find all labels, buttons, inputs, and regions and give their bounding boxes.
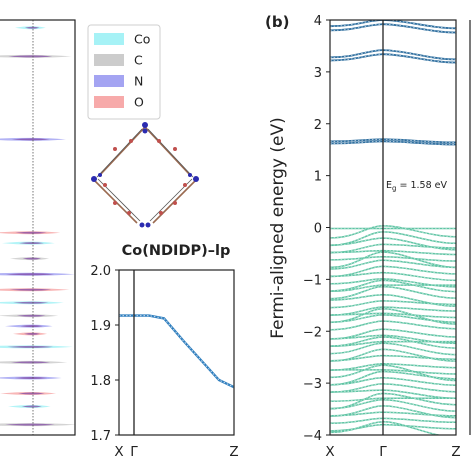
gap-value: = 1.58 eV (396, 180, 447, 191)
bands-ytick-label: 2 (314, 118, 322, 133)
bands-ytick-label: −1 (303, 273, 322, 288)
pdos-peak-core (18, 392, 45, 395)
bands-ytick-label: −3 (303, 377, 322, 392)
legend-label-co: Co (134, 32, 150, 47)
zoom-ytick-label: 1.8 (90, 374, 111, 389)
pdos-peak-core (11, 138, 50, 141)
zoom-ytick-label: 1.9 (90, 319, 111, 334)
legend-label-n: N (134, 74, 143, 89)
zoom-title: Co(NDIDP)–lp (122, 243, 231, 259)
pdos-peak-core (22, 257, 42, 260)
pdos-peak-core (21, 405, 42, 408)
valence-band-dash (330, 393, 456, 410)
pdos-peak-core (9, 288, 52, 291)
molecule-structure (91, 122, 199, 228)
band-gap-annotation: Eg = 1.58 eV (386, 180, 447, 193)
bands-kpoint-label: X (325, 444, 334, 460)
legend-frame (87, 24, 161, 120)
pdos-peak-core (7, 345, 53, 348)
bands-ytick-label: 4 (314, 14, 322, 29)
zoom-kpoint-label: X (114, 444, 123, 460)
bands-kpoint-label: Γ (379, 444, 387, 460)
pdos-legend: Co CNO (87, 24, 161, 120)
bands-ytick-label: −2 (303, 325, 322, 340)
pdos-peak-core (14, 376, 48, 379)
gap-sub: g (392, 185, 396, 193)
legend-swatch-n (94, 75, 124, 87)
bands-ytick-label: −4 (303, 429, 322, 444)
bands-ytick-label: 0 (314, 222, 322, 237)
legend-swatch-o (94, 96, 124, 108)
gap-E: E (386, 180, 392, 191)
legend-label-o: O (134, 95, 144, 110)
valence-band-dash (330, 266, 456, 277)
zoom-band-dash (119, 315, 234, 388)
bands-ytick-label: 3 (314, 66, 322, 81)
valence-band-dash (330, 328, 456, 340)
pdos-peak-core (24, 26, 40, 29)
pdos-peak-core (15, 231, 47, 234)
pdos-peak-core (13, 301, 49, 304)
pdos-peak-core (10, 361, 51, 364)
valence-band (330, 224, 456, 239)
legend-label-c: C (134, 53, 143, 68)
pdos-peak-core (5, 423, 55, 426)
bands-ylabel: Fermi-aligned energy (eV) (268, 117, 288, 339)
bands-frame (329, 19, 457, 436)
pdos-peak-core (6, 273, 54, 276)
pdos-peak-core (20, 325, 43, 328)
panel-b-label: (b) (265, 13, 289, 31)
pdos-peak-core (8, 55, 53, 58)
pdos-peak-core (24, 332, 40, 335)
bands-kpoint-label: Z (451, 444, 460, 460)
valence-band-dash (330, 251, 456, 268)
zoom-ytick-label: 2.0 (90, 264, 111, 279)
zoom-frame (118, 269, 235, 436)
bands-panel: (b) Fermi-aligned energy (eV) 4 3 2 1 0 −1 −2 −… (265, 13, 461, 460)
zoom-band-line (119, 314, 234, 389)
zoom-kpoint-label: Z (229, 444, 238, 460)
bands-ytick-label: 1 (314, 170, 322, 185)
zoom-kpoint-label: Γ (130, 444, 138, 460)
pdos-panel (0, 19, 76, 436)
pdos-peak-core (16, 314, 46, 317)
valence-band (330, 320, 456, 331)
zoom-ytick-label: 1.7 (90, 429, 111, 444)
pdos-peaks (0, 26, 75, 427)
pdos-peak-core (19, 242, 44, 245)
legend-swatch-c (94, 54, 124, 66)
pdos-frame (0, 19, 76, 436)
legend-swatch-co (94, 33, 124, 45)
